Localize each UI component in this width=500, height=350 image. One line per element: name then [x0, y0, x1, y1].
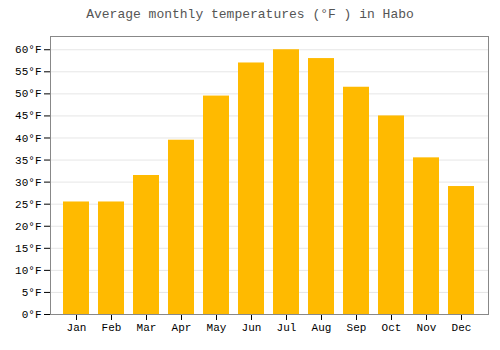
svg-text:Sep: Sep [347, 322, 367, 334]
svg-text:Jul: Jul [277, 322, 297, 334]
svg-text:50°F: 50°F [15, 88, 41, 100]
svg-text:Jan: Jan [67, 322, 87, 334]
svg-text:15°F: 15°F [15, 243, 41, 255]
svg-text:60°F: 60°F [15, 44, 41, 56]
svg-text:20°F: 20°F [15, 221, 41, 233]
svg-text:0°F: 0°F [22, 309, 42, 321]
svg-text:Nov: Nov [417, 322, 437, 334]
svg-text:35°F: 35°F [15, 155, 41, 167]
html-text:Average monthly temperatures (: Average monthly temperatures (°F ) in Ha… [86, 7, 414, 22]
svg-text:5°F: 5°F [22, 287, 42, 299]
svg-text:10°F: 10°F [15, 265, 41, 277]
svg-text:Jun: Jun [242, 322, 262, 334]
svg-text:40°F: 40°F [15, 133, 41, 145]
svg-text:45°F: 45°F [15, 110, 41, 122]
svg-text:30°F: 30°F [15, 177, 41, 189]
svg-text:May: May [207, 322, 227, 334]
svg-text:Apr: Apr [172, 322, 192, 334]
svg-text:Feb: Feb [102, 322, 122, 334]
svg-text:Dec: Dec [452, 322, 472, 334]
svg-text:Aug: Aug [312, 322, 332, 334]
svg-text:55°F: 55°F [15, 66, 41, 78]
svg-text:Oct: Oct [382, 322, 402, 334]
svg-text:Mar: Mar [137, 322, 157, 334]
svg-text:25°F: 25°F [15, 199, 41, 211]
